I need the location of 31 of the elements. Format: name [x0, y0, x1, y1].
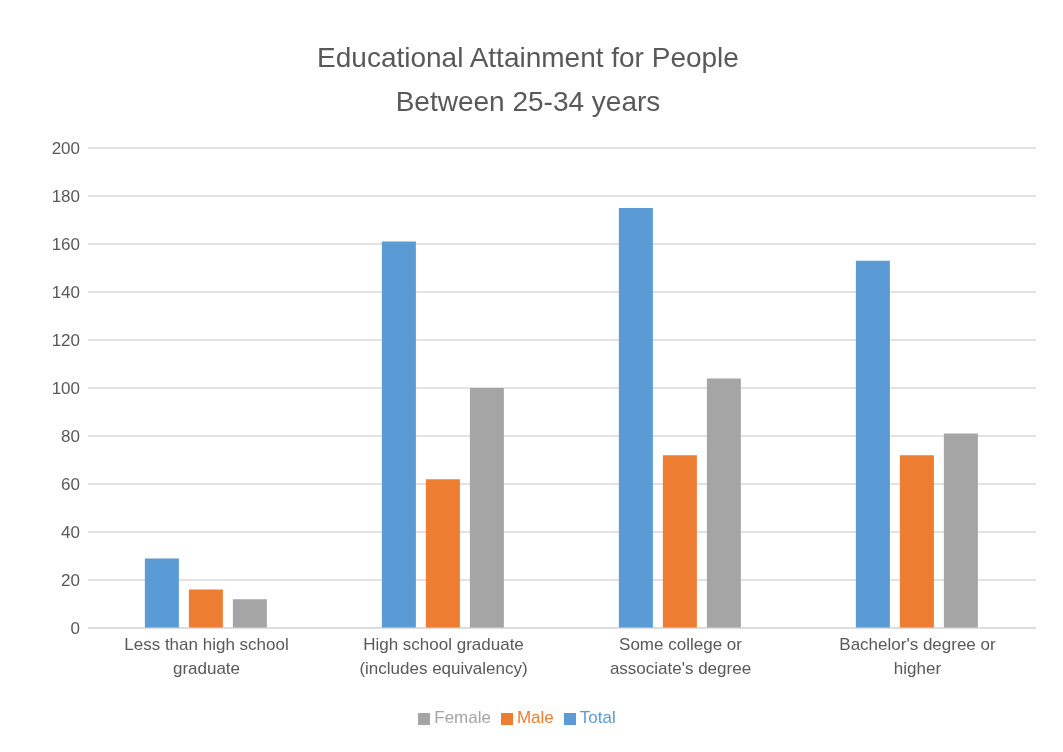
y-tick-label: 140	[51, 283, 80, 303]
y-tick-label: 160	[51, 235, 80, 255]
bar	[943, 433, 978, 628]
bar	[855, 260, 890, 628]
bar	[232, 599, 267, 628]
y-tick-label: 100	[51, 379, 80, 399]
y-tick-label: 20	[61, 571, 80, 591]
x-tick-label: Less than high school graduate	[124, 635, 289, 678]
bar	[425, 479, 460, 628]
bar	[144, 558, 179, 628]
bar	[662, 455, 697, 628]
legend-label: Male	[516, 708, 554, 727]
y-tick-label: 40	[61, 523, 80, 543]
x-tick-label: High school graduate (includes equivalency)	[359, 635, 528, 678]
x-tick-label: Bachelor's degree or higher	[839, 635, 996, 678]
x-tick-label: Some college or associate's degree	[609, 635, 752, 678]
bar	[618, 208, 653, 628]
bar	[899, 455, 934, 628]
y-tick-label: 80	[61, 427, 80, 447]
y-tick-label: 120	[51, 331, 80, 351]
bar	[188, 589, 223, 628]
y-tick-label: 180	[51, 187, 80, 207]
legend-label: Total	[579, 708, 616, 727]
y-tick-label: 200	[51, 139, 80, 159]
chart-title: Educational Attainment for People Between 25-34 years	[316, 41, 740, 117]
y-tick-label: 0	[70, 619, 80, 639]
bar	[381, 241, 416, 628]
bar	[706, 378, 741, 628]
y-tick-label: 60	[61, 475, 80, 495]
legend-label: Female	[434, 708, 491, 727]
bar	[469, 388, 504, 628]
